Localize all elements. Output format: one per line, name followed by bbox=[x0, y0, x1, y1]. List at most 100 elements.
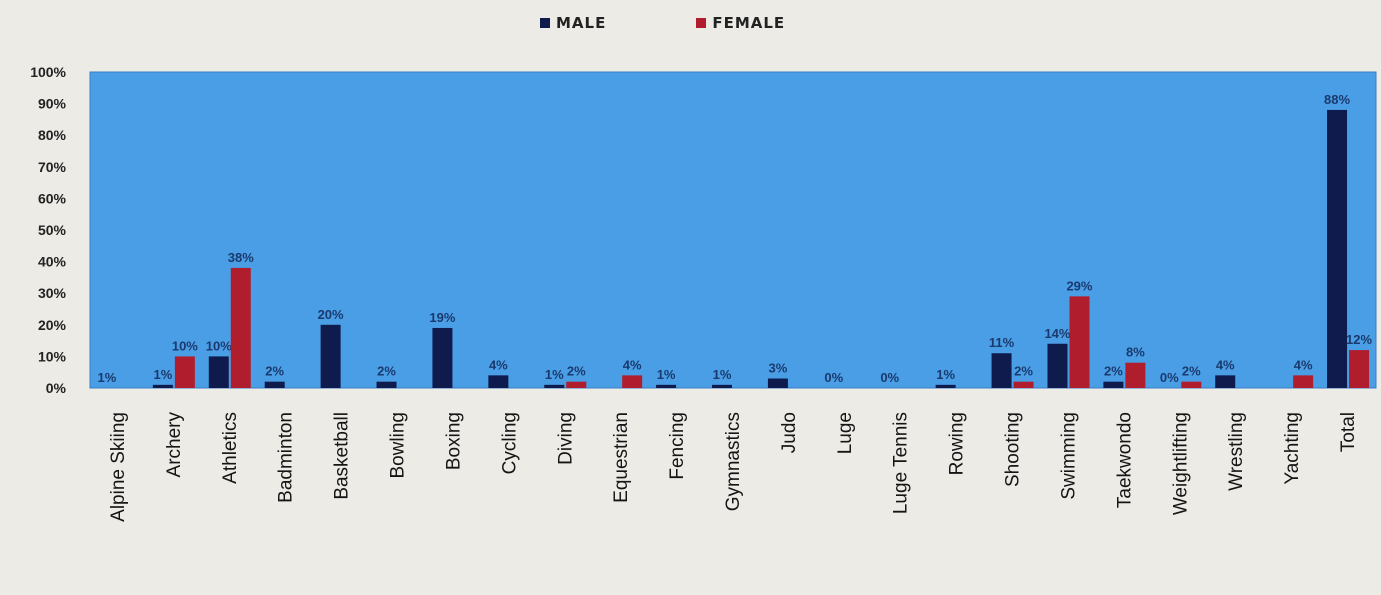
x-category-label: Equestrian bbox=[611, 412, 632, 503]
legend-label-male: MALE bbox=[556, 14, 607, 32]
bar-female bbox=[622, 375, 643, 388]
data-label-male: 2% bbox=[265, 364, 284, 379]
legend-swatch-male bbox=[540, 18, 550, 28]
data-label-male: 19% bbox=[429, 310, 455, 325]
bar-male bbox=[488, 375, 509, 388]
bar-male bbox=[935, 384, 956, 388]
x-category-label: Alpine Skiing bbox=[108, 412, 129, 522]
x-category-label: Judo bbox=[779, 412, 800, 453]
bar-male bbox=[320, 324, 341, 388]
legend: MALE FEMALE bbox=[540, 14, 785, 32]
bar-female bbox=[1013, 381, 1034, 388]
data-label-female: 10% bbox=[172, 338, 198, 353]
data-label-male: 1% bbox=[713, 367, 732, 382]
x-category-label: Archery bbox=[164, 412, 185, 478]
x-category-label: Luge Tennis bbox=[891, 412, 912, 514]
x-category-label: Badminton bbox=[276, 412, 297, 503]
bar-male bbox=[656, 384, 677, 388]
x-category-label: Boxing bbox=[443, 412, 464, 470]
data-label-male: 3% bbox=[769, 361, 788, 376]
data-label-female: 8% bbox=[1126, 345, 1145, 360]
bar-male bbox=[1103, 381, 1124, 388]
data-label-male: 20% bbox=[318, 307, 344, 322]
bar-male bbox=[208, 356, 229, 388]
plot-area bbox=[89, 71, 1377, 389]
y-tick-label: 30% bbox=[38, 285, 67, 301]
y-tick-label: 90% bbox=[38, 96, 67, 112]
x-category-label: Basketball bbox=[332, 412, 353, 500]
data-label-male: 2% bbox=[377, 364, 396, 379]
bar-male bbox=[1215, 375, 1236, 388]
y-tick-label: 80% bbox=[38, 127, 67, 143]
legend-item-female: FEMALE bbox=[696, 14, 785, 32]
y-tick-label: 40% bbox=[38, 254, 67, 270]
data-label-female: 2% bbox=[567, 364, 586, 379]
data-label-male: 4% bbox=[1216, 357, 1235, 372]
legend-label-female: FEMALE bbox=[712, 14, 786, 32]
data-label-male: 1% bbox=[153, 367, 172, 382]
x-category-label: Diving bbox=[555, 412, 576, 465]
data-label-male: 1% bbox=[545, 367, 564, 382]
bar-male bbox=[544, 384, 565, 388]
x-category-label: Gymnastics bbox=[723, 412, 744, 511]
y-tick-label: 10% bbox=[38, 348, 67, 364]
x-category-label: Rowing bbox=[947, 412, 968, 475]
x-category-label: Swimming bbox=[1058, 412, 1079, 500]
bar-female bbox=[230, 267, 251, 388]
bar-female bbox=[174, 356, 195, 388]
bar-male bbox=[264, 381, 285, 388]
bar-male bbox=[1047, 343, 1068, 388]
bar-male bbox=[376, 381, 397, 388]
x-category-label: Fencing bbox=[667, 412, 688, 480]
data-label-male: 14% bbox=[1044, 326, 1070, 341]
x-category-label: Athletics bbox=[220, 412, 241, 484]
data-label-female: 4% bbox=[623, 357, 642, 372]
x-category-label: Cycling bbox=[499, 412, 520, 474]
bar-male bbox=[1327, 109, 1348, 389]
data-label-female: 38% bbox=[228, 250, 254, 265]
bar-female bbox=[1125, 362, 1146, 388]
y-tick-label: 20% bbox=[38, 317, 67, 333]
data-label-male: 0% bbox=[824, 370, 843, 385]
data-label-female: 2% bbox=[1182, 364, 1201, 379]
x-category-label: Luge bbox=[835, 412, 856, 454]
data-label-male: 88% bbox=[1324, 92, 1350, 107]
data-label-male: 1% bbox=[657, 367, 676, 382]
data-label-female: 12% bbox=[1346, 332, 1372, 347]
data-label-female: 4% bbox=[1294, 357, 1313, 372]
y-tick-label: 50% bbox=[38, 222, 67, 238]
data-label-female: 2% bbox=[1014, 364, 1033, 379]
data-label-male: 10% bbox=[206, 338, 232, 353]
bar-female bbox=[1349, 350, 1370, 388]
y-tick-label: 0% bbox=[46, 380, 67, 396]
data-label-male: 2% bbox=[1104, 364, 1123, 379]
data-label-male: 1% bbox=[936, 367, 955, 382]
bar-female bbox=[1293, 375, 1314, 388]
x-category-label: Shooting bbox=[1003, 412, 1024, 487]
y-tick-label: 100% bbox=[30, 64, 66, 80]
data-label-male: 1% bbox=[98, 370, 117, 385]
y-tick-label: 60% bbox=[38, 190, 67, 206]
bar-male bbox=[152, 384, 173, 388]
legend-swatch-female bbox=[696, 18, 707, 28]
bar-male bbox=[991, 353, 1012, 388]
x-category-label: Weightlifting bbox=[1170, 412, 1191, 515]
x-category-label: Taekwondo bbox=[1114, 412, 1135, 508]
x-category-label: Total bbox=[1338, 412, 1359, 452]
bar-male bbox=[432, 327, 453, 388]
data-label-male: 0% bbox=[880, 370, 899, 385]
data-label-male: 4% bbox=[489, 357, 508, 372]
x-category-label: Wrestling bbox=[1226, 412, 1247, 491]
bar-female bbox=[1181, 381, 1202, 388]
data-label-male: 11% bbox=[989, 335, 1015, 350]
legend-item-male: MALE bbox=[540, 14, 606, 32]
data-label-female: 29% bbox=[1066, 278, 1092, 293]
x-category-label: Yachting bbox=[1282, 412, 1303, 485]
y-tick-label: 70% bbox=[38, 159, 67, 175]
bar-male bbox=[712, 384, 732, 388]
bar-female bbox=[566, 381, 587, 388]
bar-female bbox=[1069, 296, 1090, 388]
x-category-label: Bowling bbox=[388, 412, 409, 479]
